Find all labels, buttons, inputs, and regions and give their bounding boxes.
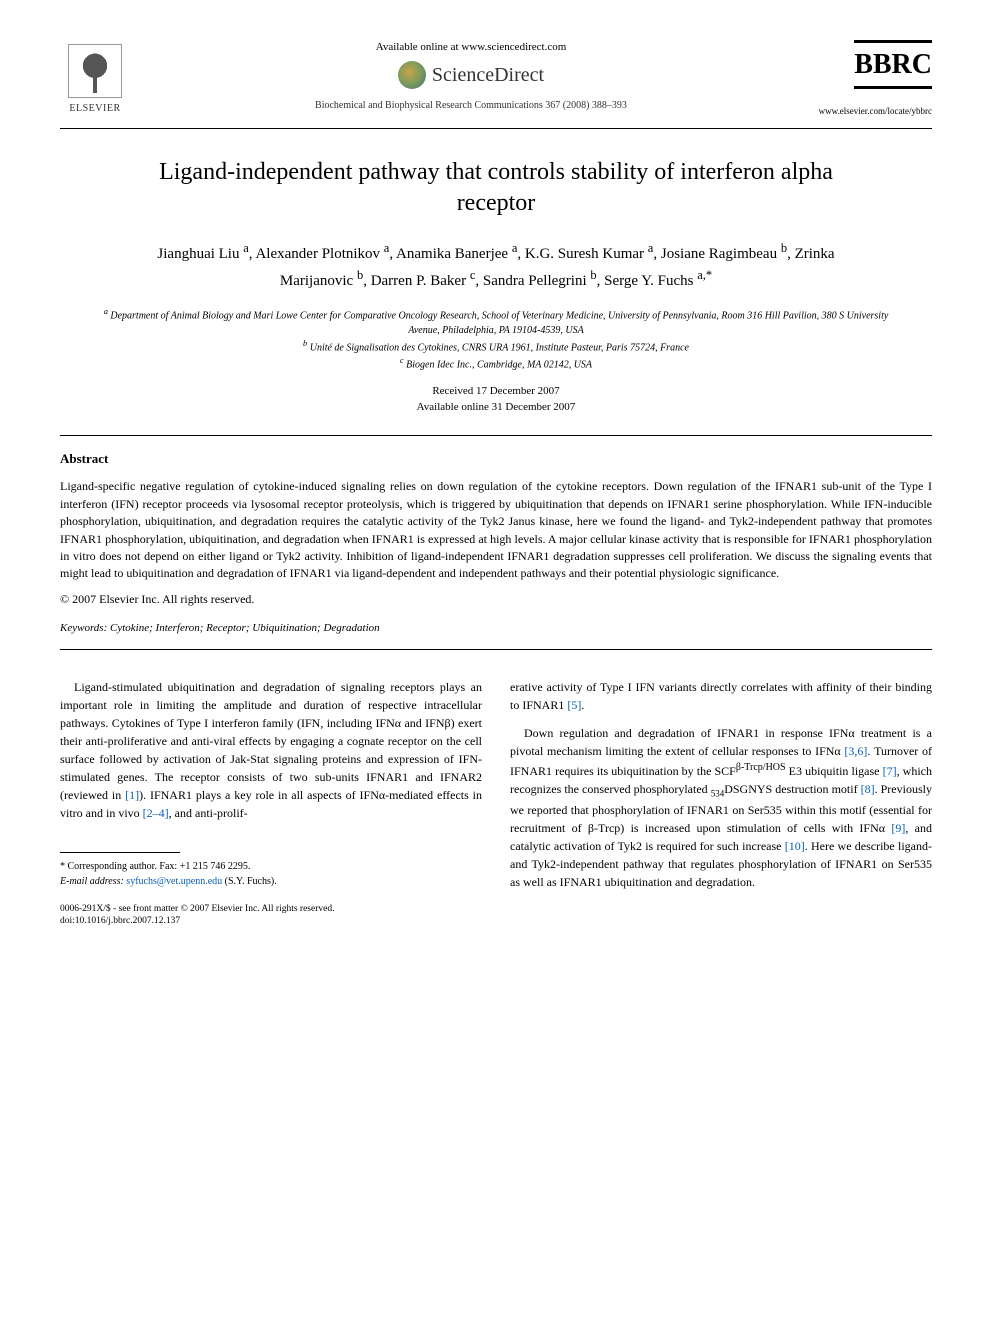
bbrc-text: BBRC [854, 40, 932, 89]
available-online-text: Available online at www.sciencedirect.co… [150, 40, 792, 55]
affiliations: a Department of Animal Biology and Mari … [100, 306, 892, 372]
authors-list: Jianghuai Liu a, Alexander Plotnikov a, … [120, 239, 872, 292]
header-rule [60, 128, 932, 129]
email-link[interactable]: syfuchs@vet.upenn.edu [126, 876, 222, 887]
issn-line: 0006-291X/$ - see front matter © 2007 El… [60, 903, 482, 915]
doi-block: 0006-291X/$ - see front matter © 2007 El… [60, 903, 482, 928]
motif-subscript: 534 [711, 788, 725, 798]
bbrc-logo-block: BBRC www.elsevier.com/locate/ybbrc [812, 40, 932, 118]
section-rule-top [60, 435, 932, 436]
affiliation-b: b Unité de Signalisation des Cytokines, … [100, 338, 892, 355]
affiliation-c: c Biogen Idec Inc., Cambridge, MA 02142,… [100, 355, 892, 372]
article-title: Ligand-independent pathway that controls… [140, 157, 852, 219]
ref-link-9[interactable]: [9] [891, 821, 905, 835]
corresponding-email-line: E-mail address: syfuchs@vet.upenn.edu (S… [60, 874, 482, 889]
abstract-copyright: © 2007 Elsevier Inc. All rights reserved… [60, 591, 932, 608]
sciencedirect-text: ScienceDirect [432, 61, 544, 89]
column-left: Ligand-stimulated ubiquitination and deg… [60, 678, 482, 928]
journal-url: www.elsevier.com/locate/ybbrc [812, 105, 932, 118]
footnote-rule [60, 852, 180, 853]
column-right: erative activity of Type I IFN variants … [510, 678, 932, 928]
sciencedirect-swirl-icon [398, 61, 426, 89]
keywords-label: Keywords: [60, 622, 107, 634]
body-para-1: Ligand-stimulated ubiquitination and deg… [60, 678, 482, 822]
header-center: Available online at www.sciencedirect.co… [130, 40, 812, 113]
received-date: Received 17 December 2007 [60, 384, 932, 399]
elsevier-label: ELSEVIER [69, 102, 120, 116]
elsevier-tree-icon [68, 44, 122, 98]
corresponding-author: * Corresponding author. Fax: +1 215 746 … [60, 859, 482, 874]
online-date: Available online 31 December 2007 [60, 400, 932, 415]
abstract-heading: Abstract [60, 450, 932, 468]
elsevier-logo: ELSEVIER [60, 40, 130, 120]
ref-link-2-4[interactable]: [2–4] [143, 806, 169, 820]
body-para-1-cont: erative activity of Type I IFN variants … [510, 678, 932, 714]
ref-link-5[interactable]: [5] [567, 698, 581, 712]
page-header: ELSEVIER Available online at www.science… [60, 40, 932, 120]
ref-link-3-6[interactable]: [3,6] [844, 744, 867, 758]
ref-link-8[interactable]: [8] [861, 782, 875, 796]
body-columns: Ligand-stimulated ubiquitination and deg… [60, 678, 932, 928]
corresponding-author-block: * Corresponding author. Fax: +1 215 746 … [60, 852, 482, 889]
section-rule-bottom [60, 649, 932, 650]
keywords-list: Cytokine; Interferon; Receptor; Ubiquiti… [110, 622, 380, 634]
doi-line: doi:10.1016/j.bbrc.2007.12.137 [60, 915, 482, 927]
email-label: E-mail address: [60, 876, 124, 887]
body-para-2: Down regulation and degradation of IFNAR… [510, 724, 932, 891]
journal-reference: Biochemical and Biophysical Research Com… [150, 99, 792, 113]
abstract-body: Ligand-specific negative regulation of c… [60, 478, 932, 582]
sciencedirect-logo: ScienceDirect [150, 61, 792, 89]
ref-link-1[interactable]: [1] [125, 788, 139, 802]
article-dates: Received 17 December 2007 Available onli… [60, 384, 932, 415]
keywords-line: Keywords: Cytokine; Interferon; Receptor… [60, 621, 932, 636]
scf-superscript: β-Trcp/HOS [736, 762, 786, 773]
email-person: (S.Y. Fuchs). [225, 876, 277, 887]
ref-link-10[interactable]: [10] [785, 839, 805, 853]
affiliation-a: a Department of Animal Biology and Mari … [100, 306, 892, 337]
ref-link-7[interactable]: [7] [883, 764, 897, 778]
